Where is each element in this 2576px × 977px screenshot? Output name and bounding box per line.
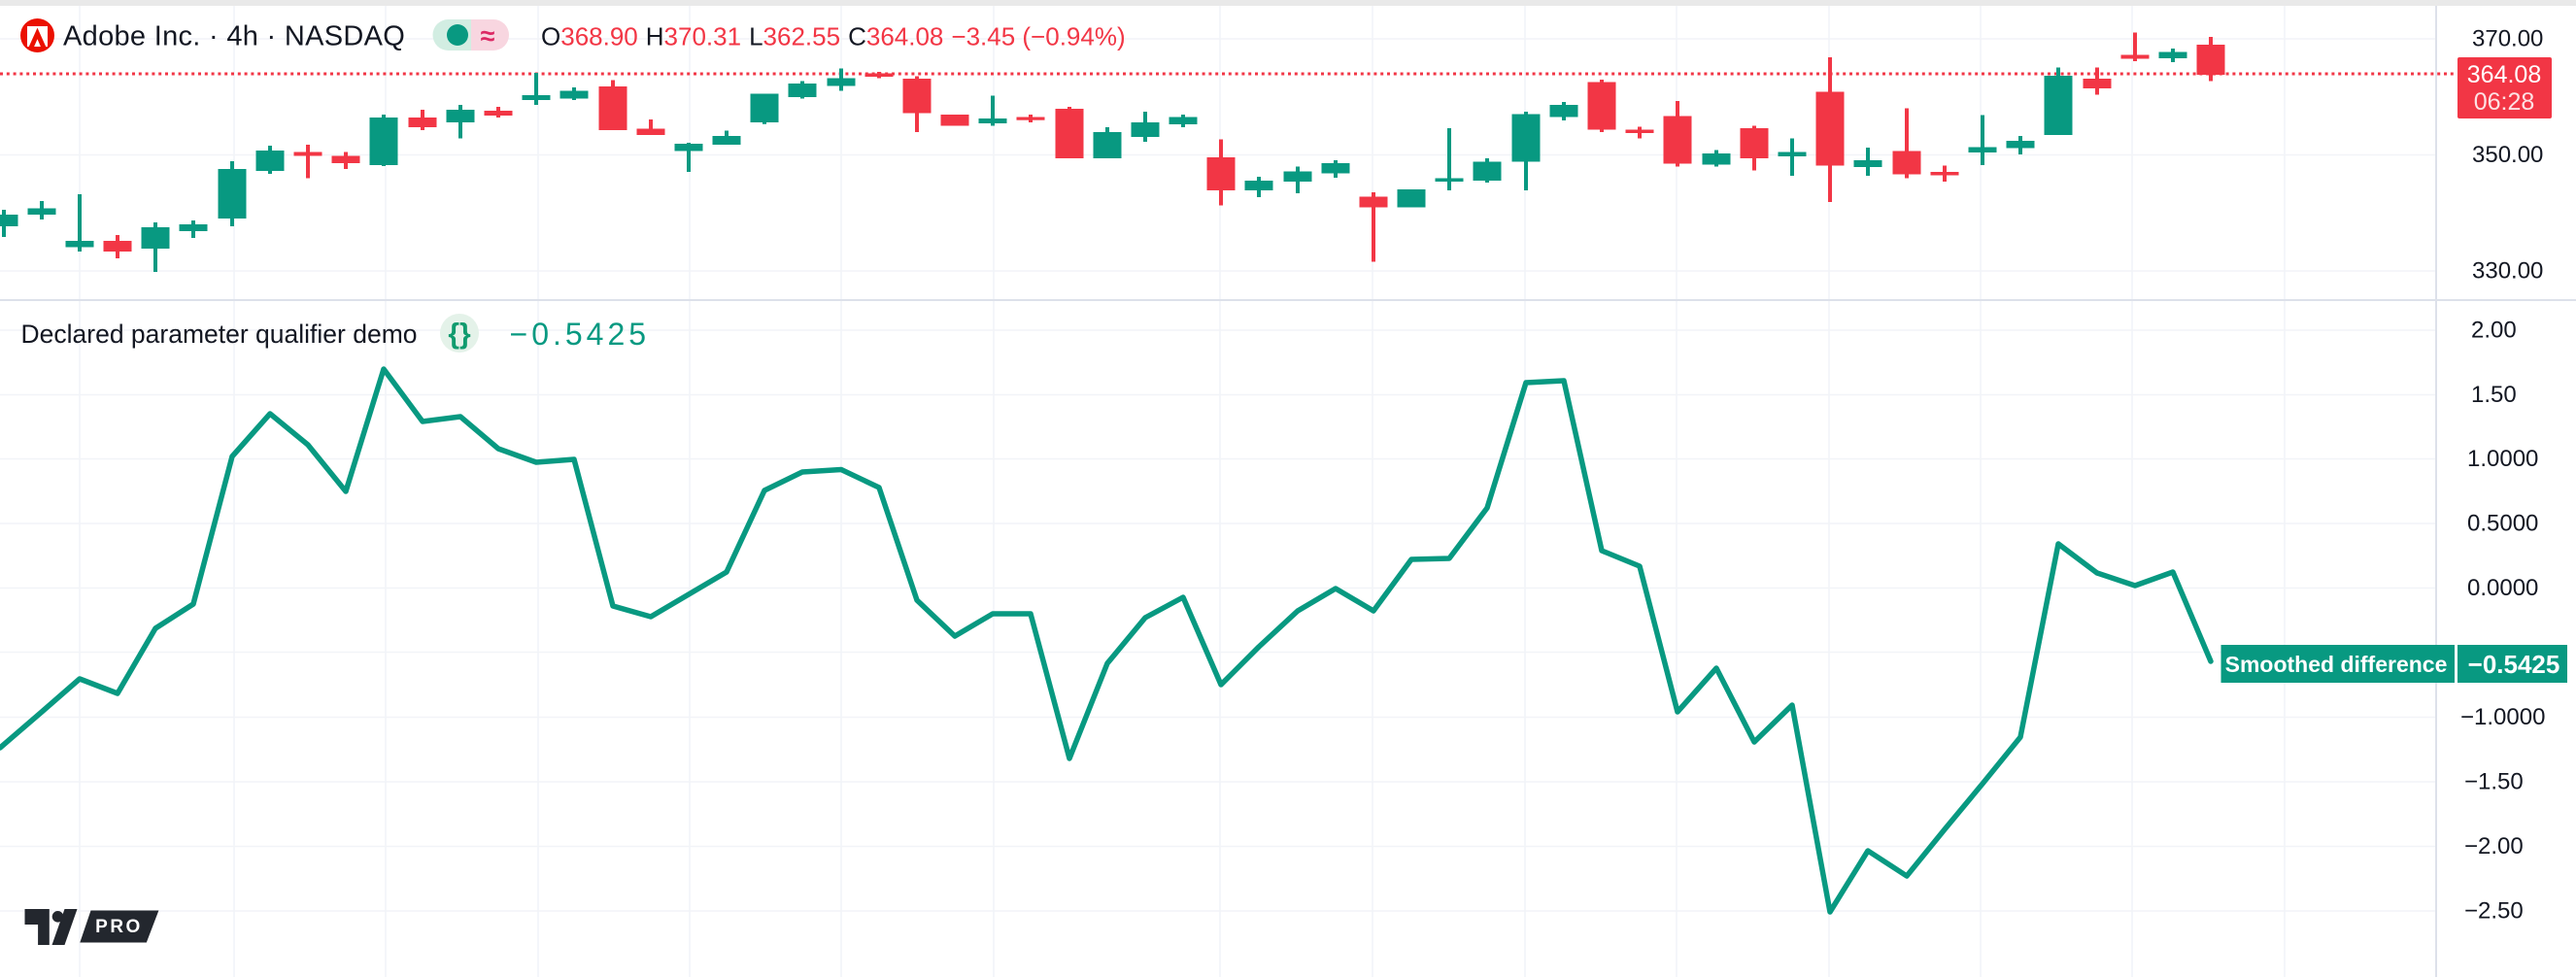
svg-text:1.0000: 1.0000	[2467, 446, 2538, 472]
svg-text:Smoothed difference: Smoothed difference	[2225, 652, 2448, 677]
svg-text:0.0000: 0.0000	[2467, 575, 2538, 601]
svg-text:2.00: 2.00	[2471, 318, 2517, 344]
svg-text:−2.50: −2.50	[2464, 898, 2524, 925]
svg-text:{}: {}	[448, 319, 471, 351]
svg-text:350.00: 350.00	[2472, 142, 2543, 168]
svg-text:−1.0000: −1.0000	[2460, 704, 2545, 730]
svg-text:−0.5425: −0.5425	[2468, 650, 2560, 679]
svg-text:≈: ≈	[481, 21, 495, 51]
svg-text:364.08: 364.08	[2467, 61, 2541, 88]
svg-text:330.00: 330.00	[2472, 258, 2543, 285]
svg-text:0.5000: 0.5000	[2467, 511, 2538, 537]
svg-text:Adobe Inc. · 4h · NASDAQ: Adobe Inc. · 4h · NASDAQ	[63, 21, 405, 52]
svg-text:−1.50: −1.50	[2464, 769, 2524, 795]
svg-text:PRO: PRO	[95, 917, 143, 937]
svg-text:−2.00: −2.00	[2464, 833, 2524, 859]
svg-text:−0.5425: −0.5425	[510, 317, 651, 352]
svg-text:370.00: 370.00	[2472, 26, 2543, 52]
svg-text:Declared parameter qualifier d: Declared parameter qualifier demo	[21, 320, 418, 349]
svg-text:1.50: 1.50	[2471, 382, 2517, 408]
svg-text:06:28: 06:28	[2474, 88, 2535, 116]
